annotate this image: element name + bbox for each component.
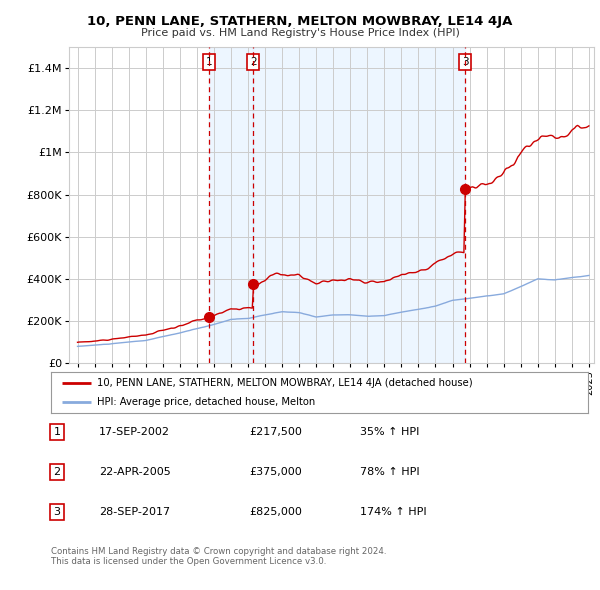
Text: 28-SEP-2017: 28-SEP-2017 [99,507,170,517]
Text: £375,000: £375,000 [249,467,302,477]
Text: 78% ↑ HPI: 78% ↑ HPI [360,467,419,477]
Text: 10, PENN LANE, STATHERN, MELTON MOWBRAY, LE14 4JA (detached house): 10, PENN LANE, STATHERN, MELTON MOWBRAY,… [97,378,472,388]
Text: HPI: Average price, detached house, Melton: HPI: Average price, detached house, Melt… [97,397,315,407]
Text: 35% ↑ HPI: 35% ↑ HPI [360,427,419,437]
Text: £217,500: £217,500 [249,427,302,437]
Bar [253,47,465,363]
Text: Contains HM Land Registry data © Crown copyright and database right 2024.: Contains HM Land Registry data © Crown c… [51,547,386,556]
Text: 3: 3 [53,507,61,517]
Text: This data is licensed under the Open Government Licence v3.0.: This data is licensed under the Open Gov… [51,558,326,566]
Text: 22-APR-2005: 22-APR-2005 [99,467,171,477]
Text: 1: 1 [206,57,212,67]
Text: 10, PENN LANE, STATHERN, MELTON MOWBRAY, LE14 4JA: 10, PENN LANE, STATHERN, MELTON MOWBRAY,… [88,15,512,28]
Text: 3: 3 [462,57,469,67]
Text: 1: 1 [53,427,61,437]
Text: £825,000: £825,000 [249,507,302,517]
Text: 17-SEP-2002: 17-SEP-2002 [99,427,170,437]
Bar [209,47,253,363]
Text: 2: 2 [250,57,257,67]
Text: Price paid vs. HM Land Registry's House Price Index (HPI): Price paid vs. HM Land Registry's House … [140,28,460,38]
Text: 2: 2 [53,467,61,477]
Text: 174% ↑ HPI: 174% ↑ HPI [360,507,427,517]
